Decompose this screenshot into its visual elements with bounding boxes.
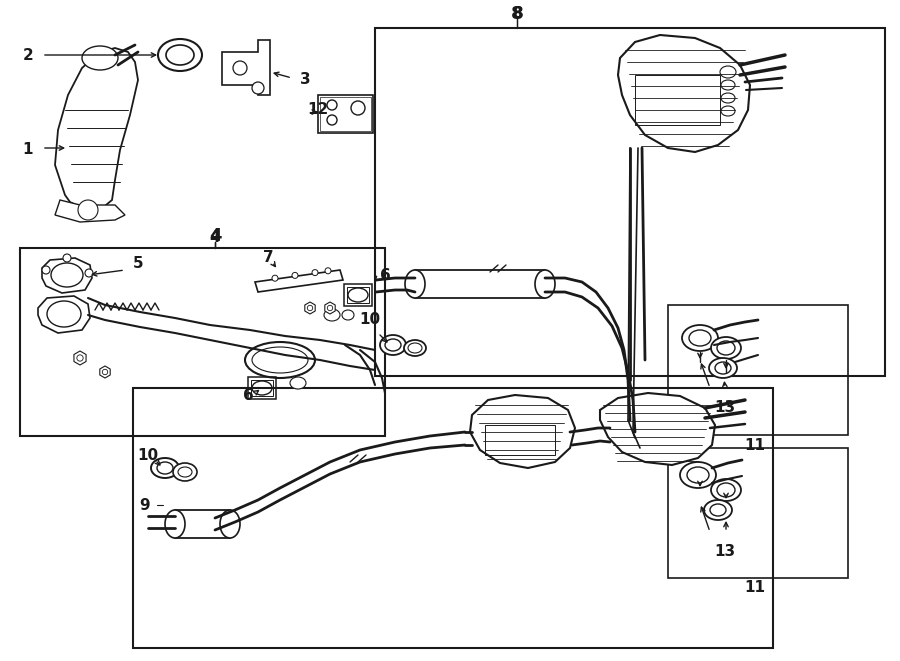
Text: 9: 9 [140, 498, 150, 512]
Bar [251, 380, 273, 396]
Text: 4: 4 [210, 229, 220, 245]
Bar [175, 510, 230, 538]
Bar [668, 448, 848, 578]
Bar [318, 95, 373, 133]
Ellipse shape [704, 500, 732, 520]
Text: 6: 6 [243, 387, 254, 403]
Ellipse shape [711, 479, 741, 501]
Polygon shape [325, 302, 335, 314]
Ellipse shape [165, 510, 185, 538]
Text: 2: 2 [22, 48, 33, 63]
Polygon shape [42, 258, 92, 293]
Circle shape [327, 115, 337, 125]
Ellipse shape [342, 310, 354, 320]
Text: 11: 11 [744, 580, 766, 594]
Text: 10: 10 [138, 447, 158, 463]
Bar [635, 75, 720, 125]
Text: 1: 1 [22, 143, 33, 157]
Polygon shape [38, 296, 90, 333]
Circle shape [252, 82, 264, 94]
Polygon shape [74, 351, 86, 365]
Ellipse shape [324, 309, 340, 321]
Ellipse shape [82, 46, 118, 70]
Polygon shape [100, 366, 110, 378]
Bar [320, 97, 371, 131]
Circle shape [103, 369, 108, 375]
Ellipse shape [405, 270, 425, 298]
Circle shape [85, 269, 93, 277]
Polygon shape [600, 393, 715, 465]
Circle shape [292, 272, 298, 278]
Ellipse shape [535, 270, 555, 298]
Text: 3: 3 [300, 73, 310, 87]
Ellipse shape [245, 342, 315, 378]
Bar [485, 425, 555, 455]
Bar [344, 284, 372, 306]
Bar [248, 377, 276, 399]
Bar [375, 28, 885, 376]
Ellipse shape [173, 463, 197, 481]
Ellipse shape [158, 39, 202, 71]
Polygon shape [305, 302, 315, 314]
Text: 4: 4 [209, 227, 221, 245]
Circle shape [233, 61, 247, 75]
Polygon shape [618, 35, 750, 152]
Circle shape [325, 268, 331, 274]
Circle shape [63, 254, 71, 262]
Bar [133, 388, 773, 648]
Polygon shape [55, 200, 125, 222]
Text: 13: 13 [715, 401, 735, 416]
Text: 7: 7 [263, 251, 274, 266]
Bar [415, 270, 545, 298]
Bar [347, 287, 369, 303]
Polygon shape [470, 395, 575, 468]
Ellipse shape [151, 458, 179, 478]
Text: 6: 6 [380, 268, 391, 282]
Ellipse shape [682, 325, 718, 351]
Ellipse shape [380, 335, 406, 355]
Polygon shape [255, 270, 343, 292]
Circle shape [76, 355, 83, 361]
Ellipse shape [709, 358, 737, 378]
Text: 13: 13 [715, 545, 735, 559]
Text: 11: 11 [744, 438, 766, 453]
Ellipse shape [404, 340, 426, 356]
Circle shape [328, 305, 333, 311]
Circle shape [272, 275, 278, 281]
Text: 8: 8 [510, 5, 523, 23]
Circle shape [78, 200, 98, 220]
Circle shape [307, 305, 312, 311]
Polygon shape [55, 48, 138, 210]
Polygon shape [222, 40, 270, 95]
Ellipse shape [680, 462, 716, 488]
Text: 8: 8 [512, 7, 522, 22]
Circle shape [42, 266, 50, 274]
Text: 12: 12 [308, 102, 328, 118]
Ellipse shape [220, 510, 240, 538]
Circle shape [312, 270, 318, 276]
Text: 10: 10 [359, 313, 381, 327]
Bar [668, 305, 848, 435]
Circle shape [351, 101, 365, 115]
Ellipse shape [711, 337, 741, 359]
Circle shape [327, 100, 337, 110]
Bar [20, 248, 385, 436]
Ellipse shape [290, 377, 306, 389]
Text: 5: 5 [132, 256, 143, 272]
